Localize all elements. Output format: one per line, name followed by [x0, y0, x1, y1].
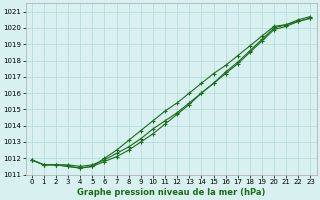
- X-axis label: Graphe pression niveau de la mer (hPa): Graphe pression niveau de la mer (hPa): [77, 188, 265, 197]
